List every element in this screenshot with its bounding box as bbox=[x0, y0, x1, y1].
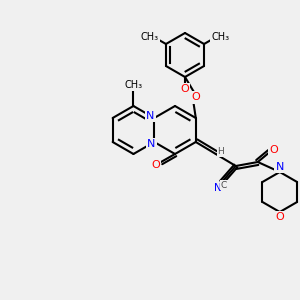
Text: O: O bbox=[269, 145, 278, 155]
Text: O: O bbox=[181, 84, 189, 94]
Text: O: O bbox=[191, 92, 200, 103]
Text: C: C bbox=[221, 181, 227, 190]
Text: CH₃: CH₃ bbox=[211, 32, 229, 42]
Text: N: N bbox=[214, 183, 222, 193]
Text: CH₃: CH₃ bbox=[124, 80, 142, 90]
Text: H: H bbox=[218, 148, 224, 157]
Text: N: N bbox=[147, 139, 155, 149]
Text: O: O bbox=[275, 212, 284, 222]
Text: N: N bbox=[146, 111, 154, 121]
Text: N: N bbox=[276, 162, 284, 172]
Text: O: O bbox=[152, 160, 160, 170]
Text: CH₃: CH₃ bbox=[141, 32, 159, 42]
